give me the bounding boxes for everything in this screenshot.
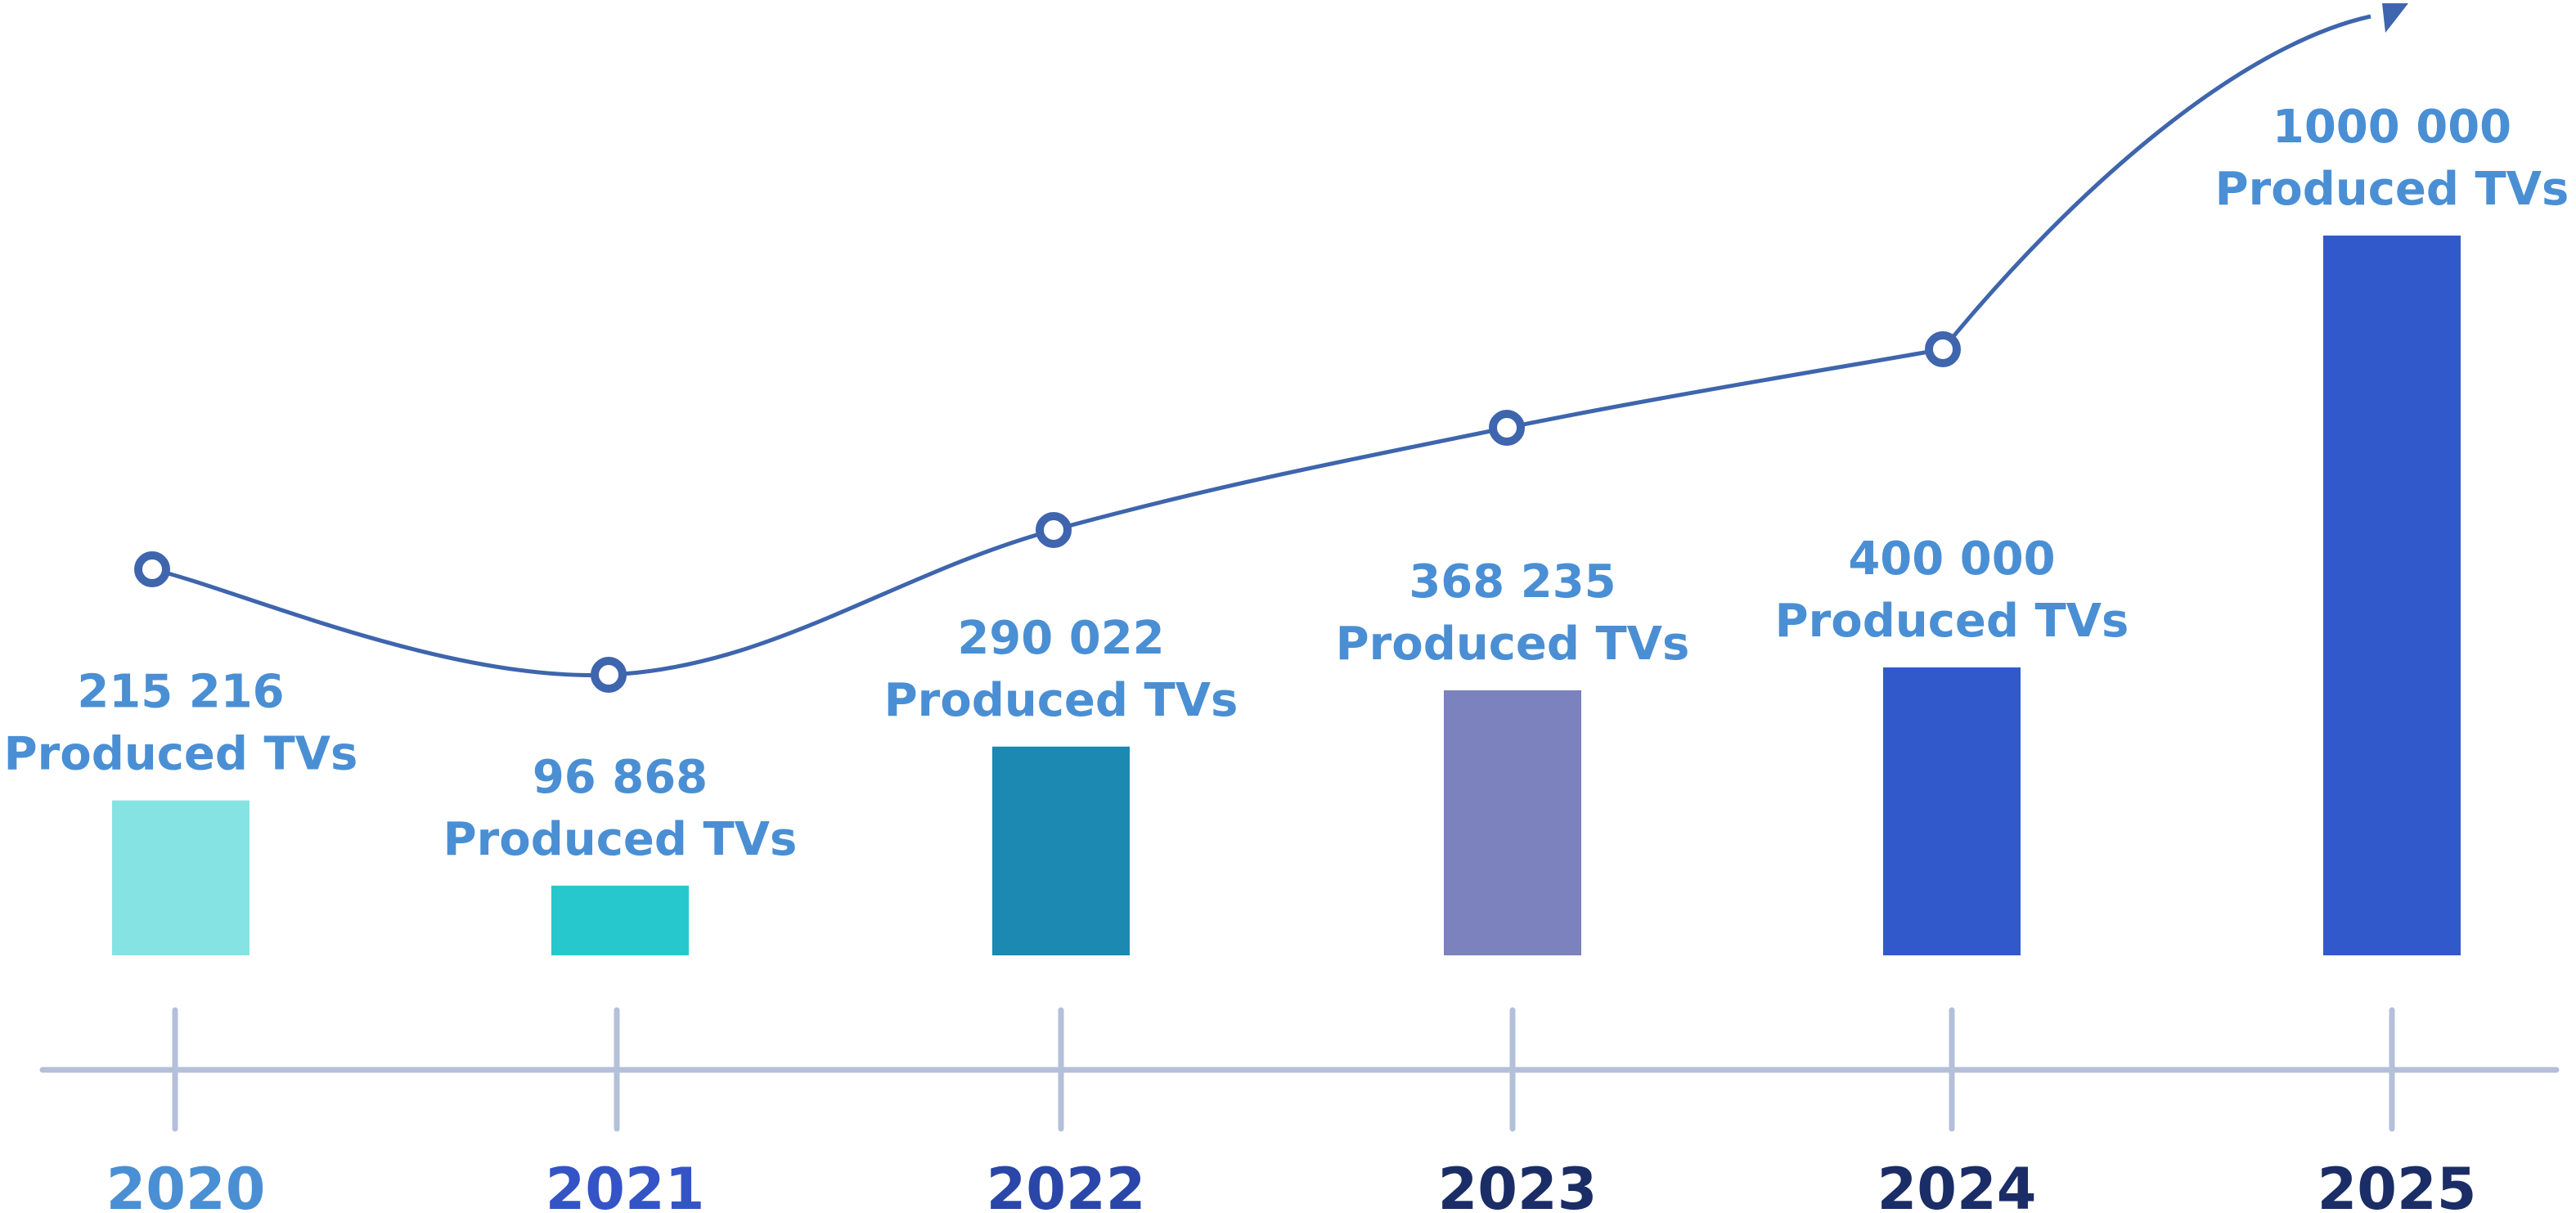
value-label-2021: 96 868 bbox=[533, 751, 708, 804]
trend-point-2024 bbox=[1925, 331, 1961, 367]
bar-2020 bbox=[112, 800, 250, 955]
unit-label-2022: Produced TVs bbox=[884, 674, 1239, 727]
trend-point-2020 bbox=[134, 551, 170, 587]
value-label-2025: 1000 000 bbox=[2273, 101, 2511, 154]
unit-label-2023: Produced TVs bbox=[1336, 618, 1690, 671]
trend-point-2021 bbox=[591, 657, 627, 693]
trend-point-2023 bbox=[1489, 410, 1525, 446]
year-label-2022: 2022 bbox=[987, 1156, 1146, 1213]
trend-line bbox=[134, 3, 2408, 693]
year-labels: 2020 2021 2022 2023 2024 2025 bbox=[106, 1156, 2477, 1213]
trend-curve bbox=[151, 14, 2371, 677]
unit-label-2021: Produced TVs bbox=[443, 813, 798, 866]
year-label-2024: 2024 bbox=[1877, 1156, 2037, 1213]
x-axis bbox=[39, 1007, 2560, 1132]
value-label-2020: 215 216 bbox=[77, 666, 284, 719]
year-label-2025: 2025 bbox=[2318, 1156, 2477, 1213]
unit-label-2020: Produced TVs bbox=[4, 728, 358, 781]
year-label-2020: 2020 bbox=[106, 1156, 266, 1213]
bars bbox=[112, 236, 2461, 955]
value-labels: 215 216 Produced TVs 96 868 Produced TVs 290… bbox=[4, 101, 2569, 866]
bar-2025 bbox=[2323, 236, 2461, 955]
trend-arrowhead bbox=[2382, 3, 2408, 33]
bar-2021 bbox=[551, 885, 689, 955]
bar-2023 bbox=[1444, 690, 1581, 955]
bar-2024 bbox=[1883, 667, 2021, 955]
unit-label-2024: Produced TVs bbox=[1775, 595, 2129, 648]
value-label-2022: 290 022 bbox=[957, 612, 1164, 665]
value-label-2023: 368 235 bbox=[1409, 555, 1616, 609]
unit-label-2025: Produced TVs bbox=[2215, 163, 2569, 216]
bar-2022 bbox=[992, 746, 1130, 955]
trend-point-2022 bbox=[1036, 512, 1072, 548]
year-label-2021: 2021 bbox=[546, 1156, 705, 1213]
year-label-2023: 2023 bbox=[1438, 1156, 1598, 1213]
value-label-2024: 400 000 bbox=[1848, 532, 2055, 586]
